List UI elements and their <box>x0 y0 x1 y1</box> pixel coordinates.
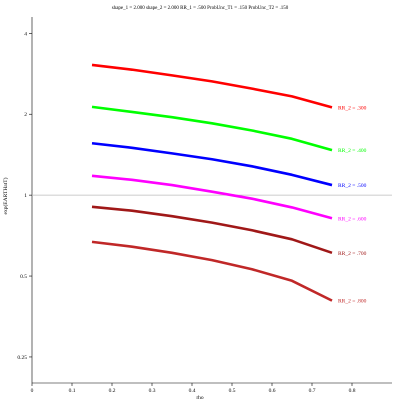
series-line <box>91 141 333 187</box>
x-tick-label: 0.3 <box>149 388 156 394</box>
x-tick-label: 0.1 <box>69 388 76 394</box>
y-tick-label: 4 <box>24 31 27 37</box>
y-tick-label: 1 <box>24 193 27 199</box>
series-line <box>91 63 333 109</box>
series-line <box>91 174 333 220</box>
x-tick-label: 0.7 <box>309 388 316 394</box>
x-tick-label: 0.4 <box>189 388 196 394</box>
axes: 0 0.1 0.2 0.3 0.4 0.5 0.6 0.7 0.8 0.25 0.5 1 2 4 <box>17 17 392 394</box>
y-tick-label: 0.25 <box>17 355 27 361</box>
series-label: RR_2 = .600 <box>338 216 367 222</box>
y-tick-label: 2 <box>24 112 27 118</box>
series-group <box>91 63 333 302</box>
x-tick-label: 0.2 <box>109 388 116 394</box>
series-label: RR_2 = .500 <box>338 183 367 189</box>
y-axis-label: exp(EARTHatT) <box>2 177 9 214</box>
chart-title: shape_1 = 2.000 shape_2 = 2.000 RR_1 = .… <box>112 6 289 11</box>
series-label: RR_2 = .800 <box>338 299 367 305</box>
x-tick-label: 0.5 <box>229 388 236 394</box>
x-tick-label: 0.8 <box>349 388 356 394</box>
series-label-group: RR_2 = .300 RR_2 = .400 RR_2 = .500 RR_2 = … <box>338 105 367 304</box>
series-line <box>91 205 333 255</box>
series-label: RR_2 = .700 <box>338 251 367 257</box>
series-line <box>91 240 333 302</box>
series-line <box>91 105 333 152</box>
x-axis-label: rho <box>196 395 204 400</box>
x-tick-label: 0.6 <box>269 388 276 394</box>
x-tick-label: 0 <box>31 388 34 394</box>
series-label: RR_2 = .400 <box>338 148 367 154</box>
series-label: RR_2 = .300 <box>338 105 367 111</box>
y-tick-label: 0.5 <box>20 274 27 280</box>
